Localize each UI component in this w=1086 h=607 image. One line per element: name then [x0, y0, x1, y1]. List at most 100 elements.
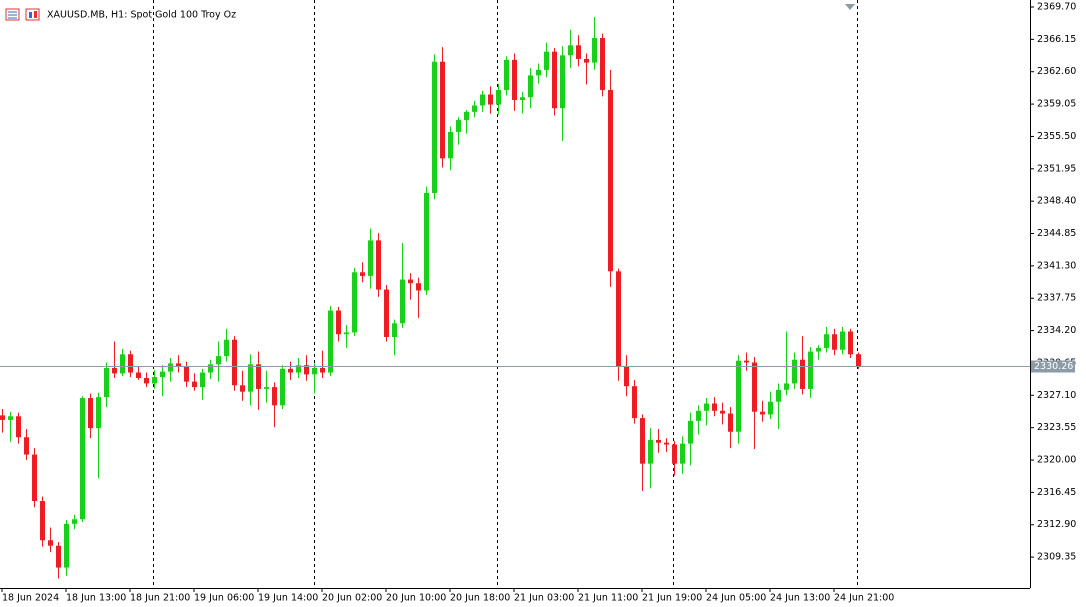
candle-body — [792, 359, 797, 384]
shift-marker — [845, 4, 855, 10]
candle-body — [848, 331, 853, 355]
candle-body — [768, 401, 773, 415]
candle-body — [368, 240, 373, 276]
y-tick-label: 2312.90 — [1037, 519, 1076, 530]
candle-body — [776, 389, 781, 402]
y-tick-label: 2327.10 — [1037, 390, 1076, 401]
x-tick-label: 21 Jun 11:00 — [578, 593, 638, 604]
candle-body — [752, 362, 757, 412]
x-tick-label: 21 Jun 19:00 — [642, 593, 702, 604]
candle-body — [264, 387, 269, 389]
candle-body — [816, 347, 821, 352]
candle-body — [704, 403, 709, 411]
candle-body — [8, 416, 13, 420]
candle-body — [256, 364, 261, 389]
candle-body — [680, 443, 685, 464]
candle-body — [272, 387, 277, 406]
candle-body — [464, 111, 469, 121]
candle-body — [0, 415, 5, 420]
candle-body — [104, 367, 109, 398]
candle-body — [192, 381, 197, 388]
candle-body — [144, 377, 149, 384]
x-tick-label: 20 Jun 18:00 — [450, 593, 510, 604]
candle-body — [664, 442, 669, 445]
candle-body — [200, 372, 205, 388]
candle-body — [696, 410, 701, 421]
candle-body — [648, 439, 653, 464]
candle-body — [552, 51, 557, 109]
candle-body — [536, 69, 541, 76]
candle-body — [520, 97, 525, 100]
y-tick-label: 2355.50 — [1037, 131, 1076, 142]
candle-body — [320, 367, 325, 373]
candle-body — [88, 398, 93, 429]
candle-body — [408, 279, 413, 284]
candle-body — [336, 310, 341, 335]
candle-body — [224, 339, 229, 357]
candle-body — [400, 279, 405, 324]
chart-title: XAUUSD.MB, H1: Spot Gold 100 Troy Oz — [47, 10, 236, 21]
y-tick-label: 2309.35 — [1037, 552, 1076, 563]
y-tick-label: 2334.20 — [1037, 325, 1076, 336]
candle-body — [600, 38, 605, 90]
candle-body — [432, 61, 437, 193]
x-tick-label: 24 Jun 05:00 — [706, 593, 766, 604]
plot — [0, 17, 861, 579]
candle-body — [80, 398, 85, 520]
candle-body — [488, 94, 493, 105]
candle-body — [344, 332, 349, 335]
x-tick-label: 18 Jun 13:00 — [66, 593, 126, 604]
candle-body — [232, 339, 237, 386]
candle-body — [560, 55, 565, 109]
candle-body — [456, 120, 461, 132]
candle-body — [120, 354, 125, 374]
candle-body — [840, 331, 845, 350]
candle-body — [744, 360, 749, 363]
y-tick-label: 2362.60 — [1037, 66, 1076, 77]
candle-body — [824, 334, 829, 348]
x-tick-label: 21 Jun 03:00 — [514, 593, 574, 604]
candle-body — [296, 365, 301, 373]
candle-body — [168, 363, 173, 372]
icon — [29, 12, 32, 18]
candle-body — [584, 58, 589, 63]
candle-body — [360, 272, 365, 276]
price-label: 2330.26 — [1034, 361, 1073, 372]
candle-body — [544, 51, 549, 70]
candle-body — [416, 283, 421, 291]
y-tick-label: 2344.85 — [1037, 228, 1076, 239]
candle-body — [728, 413, 733, 432]
candle-body — [568, 45, 573, 56]
candle-body — [184, 367, 189, 382]
y-tick-label: 2366.15 — [1037, 34, 1076, 45]
candle-body — [832, 334, 837, 350]
candle-body — [136, 372, 141, 378]
candle-body — [640, 418, 645, 464]
candle-body — [856, 354, 861, 367]
candle-body — [40, 501, 45, 541]
candle-body — [48, 540, 53, 546]
candle-body — [480, 94, 485, 106]
candle-body — [528, 75, 533, 98]
candle-body — [392, 323, 397, 337]
candle-body — [800, 359, 805, 389]
icon — [34, 11, 37, 18]
candle-body — [760, 411, 765, 415]
x-tick-label: 19 Jun 14:00 — [258, 593, 318, 604]
candle-body — [736, 360, 741, 432]
candle-body — [784, 383, 789, 390]
x-tick-label: 24 Jun 13:00 — [770, 593, 830, 604]
candle-body — [616, 271, 621, 367]
symbol-icons — [5, 8, 40, 21]
candle-body — [64, 523, 69, 568]
candle-body — [280, 368, 285, 406]
candle-body — [688, 420, 693, 444]
candle-body — [24, 437, 29, 455]
candle-body — [16, 416, 21, 438]
candle-body — [176, 363, 181, 368]
y-tick-label: 2320.00 — [1037, 455, 1076, 466]
candle-body — [216, 356, 221, 365]
candle-body — [712, 403, 717, 411]
candle-body — [632, 386, 637, 419]
